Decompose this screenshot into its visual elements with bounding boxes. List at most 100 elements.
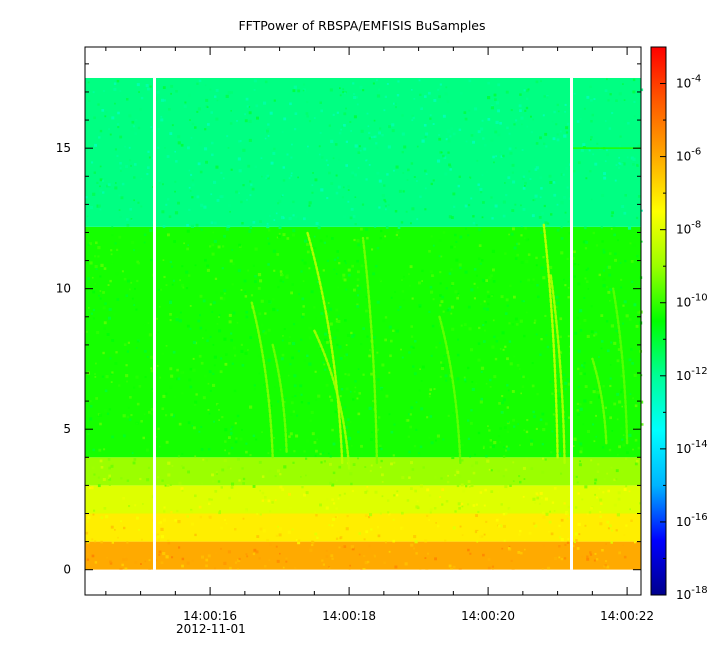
noise-speckle: [322, 452, 325, 454]
noise-speckle: [137, 126, 141, 130]
noise-speckle: [341, 546, 344, 549]
noise-speckle: [587, 288, 590, 290]
noise-speckle: [314, 454, 317, 457]
noise-speckle: [211, 473, 214, 477]
noise-speckle: [438, 255, 441, 258]
noise-speckle: [428, 494, 432, 497]
noise-speckle: [555, 123, 558, 126]
noise-speckle: [482, 324, 485, 327]
noise-speckle: [206, 264, 210, 268]
noise-speckle: [331, 524, 334, 527]
noise-speckle: [362, 373, 365, 376]
noise-speckle: [631, 280, 634, 283]
noise-speckle: [103, 507, 107, 510]
noise-speckle: [111, 541, 114, 544]
noise-speckle: [447, 474, 449, 477]
noise-speckle: [208, 515, 212, 519]
noise-speckle: [303, 450, 306, 453]
noise-speckle: [174, 211, 179, 215]
noise-speckle: [393, 527, 396, 529]
noise-speckle: [613, 233, 616, 237]
noise-speckle: [632, 78, 636, 82]
noise-speckle: [283, 328, 286, 331]
noise-speckle: [157, 535, 160, 538]
noise-speckle: [165, 392, 168, 395]
noise-speckle: [280, 273, 283, 277]
noise-speckle: [564, 381, 568, 385]
noise-speckle: [176, 377, 179, 381]
noise-speckle: [469, 421, 473, 425]
noise-speckle: [535, 333, 538, 336]
noise-speckle: [178, 319, 182, 323]
noise-speckle: [610, 299, 613, 301]
noise-speckle: [108, 185, 111, 188]
noise-speckle: [594, 478, 598, 482]
noise-speckle: [198, 505, 202, 509]
noise-speckle: [613, 341, 617, 345]
noise-speckle: [472, 215, 475, 218]
noise-speckle: [99, 208, 102, 211]
noise-speckle: [338, 494, 342, 497]
noise-speckle: [126, 479, 130, 482]
noise-speckle: [440, 477, 443, 480]
noise-speckle: [618, 551, 621, 555]
noise-speckle: [530, 131, 533, 134]
noise-speckle: [601, 194, 605, 197]
noise-speckle: [254, 247, 258, 251]
noise-speckle: [272, 152, 276, 155]
noise-speckle: [595, 414, 597, 417]
noise-speckle: [347, 273, 351, 277]
noise-speckle: [494, 98, 497, 101]
noise-speckle: [306, 250, 310, 254]
noise-speckle: [345, 353, 348, 357]
noise-speckle: [461, 459, 464, 462]
noise-speckle: [249, 454, 252, 457]
noise-speckle: [452, 412, 454, 414]
noise-speckle: [263, 384, 265, 386]
noise-speckle: [502, 154, 505, 158]
noise-speckle: [276, 449, 280, 452]
noise-speckle: [501, 547, 504, 550]
noise-speckle: [141, 538, 143, 541]
noise-speckle: [93, 473, 96, 476]
noise-speckle: [410, 406, 414, 410]
noise-speckle: [158, 288, 161, 291]
noise-speckle: [628, 490, 631, 493]
noise-speckle: [165, 555, 169, 559]
noise-speckle: [363, 147, 367, 151]
noise-speckle: [438, 137, 442, 141]
noise-speckle: [522, 187, 526, 190]
noise-speckle: [134, 132, 138, 136]
noise-speckle: [589, 553, 593, 556]
noise-speckle: [641, 423, 644, 426]
noise-speckle: [577, 367, 580, 371]
noise-speckle: [100, 516, 104, 519]
noise-speckle: [490, 138, 494, 142]
noise-speckle: [461, 443, 464, 447]
noise-speckle: [227, 225, 231, 228]
noise-speckle: [309, 419, 312, 422]
noise-speckle: [393, 169, 395, 172]
noise-speckle: [391, 228, 394, 232]
noise-speckle: [565, 131, 569, 134]
noise-speckle: [234, 528, 237, 531]
noise-speckle: [490, 469, 493, 472]
noise-speckle: [527, 88, 530, 91]
noise-speckle: [330, 182, 334, 185]
noise-speckle: [623, 99, 626, 101]
noise-speckle: [165, 414, 168, 417]
noise-speckle: [214, 567, 216, 570]
noise-speckle: [553, 510, 556, 512]
noise-speckle: [509, 151, 513, 155]
noise-speckle: [340, 128, 342, 131]
noise-speckle: [499, 441, 501, 444]
noise-speckle: [300, 338, 303, 341]
noise-speckle: [374, 225, 377, 228]
noise-speckle: [448, 163, 451, 167]
noise-speckle: [487, 81, 491, 85]
noise-speckle: [303, 359, 306, 362]
noise-speckle: [605, 560, 607, 563]
noise-speckle: [381, 240, 384, 243]
noise-speckle: [343, 112, 347, 116]
noise-speckle: [446, 480, 450, 484]
